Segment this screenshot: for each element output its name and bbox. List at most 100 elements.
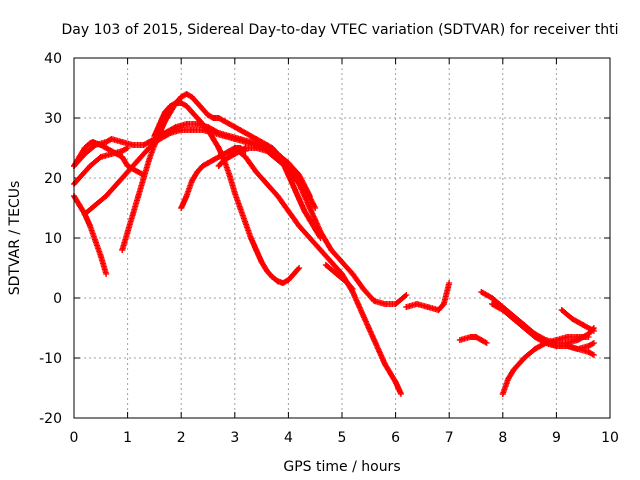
x-tick-label: 0 xyxy=(70,430,79,446)
data-point xyxy=(285,166,292,172)
data-point xyxy=(499,391,506,397)
data-point xyxy=(381,301,388,307)
data-point xyxy=(242,145,249,151)
data-point xyxy=(392,379,399,385)
data-point xyxy=(247,235,254,241)
data-point xyxy=(263,181,270,187)
series-arc-13 xyxy=(456,334,490,346)
x-tick-label: 1 xyxy=(123,430,132,446)
data-point xyxy=(564,343,571,349)
series-arc-16 xyxy=(499,334,592,397)
data-point xyxy=(210,136,217,142)
data-point xyxy=(296,265,303,271)
data-point xyxy=(76,202,83,208)
x-tick-label: 4 xyxy=(284,430,293,446)
data-point xyxy=(489,295,496,301)
x-tick-label: 5 xyxy=(338,430,347,446)
y-tick-label: -10 xyxy=(39,351,62,367)
data-point xyxy=(317,229,324,235)
data-point xyxy=(414,301,421,307)
y-axis-label: SDTVAR / TECUs xyxy=(7,181,23,296)
data-point xyxy=(531,334,538,340)
data-point xyxy=(296,181,303,187)
data-point xyxy=(397,391,404,397)
data-point xyxy=(585,334,592,340)
data-point xyxy=(242,130,249,136)
data-point xyxy=(210,115,217,121)
data-point xyxy=(140,142,147,148)
data-point xyxy=(135,157,142,163)
data-point xyxy=(172,100,179,106)
data-point xyxy=(124,229,131,235)
data-point xyxy=(296,196,303,202)
data-point xyxy=(87,163,94,169)
data-point xyxy=(569,316,576,322)
data-point xyxy=(360,313,367,319)
data-point xyxy=(542,340,549,346)
data-point xyxy=(301,208,308,214)
data-point xyxy=(242,154,249,160)
series-arc-17 xyxy=(542,340,597,358)
data-point xyxy=(269,145,276,151)
data-point xyxy=(247,133,254,139)
data-point xyxy=(280,280,287,286)
x-tick-label: 10 xyxy=(601,430,619,446)
data-point xyxy=(274,193,281,199)
data-point xyxy=(285,208,292,214)
data-point xyxy=(237,127,244,133)
data-point xyxy=(205,160,211,166)
data-point xyxy=(215,163,222,169)
y-tick-label: 40 xyxy=(44,51,62,67)
data-point xyxy=(103,271,110,277)
data-point xyxy=(521,325,528,331)
data-point xyxy=(221,151,228,157)
data-point xyxy=(553,343,560,349)
data-point xyxy=(590,328,597,334)
data-point xyxy=(167,109,174,115)
chart-title: Day 103 of 2015, Sidereal Day-to-day VTE… xyxy=(62,22,619,38)
data-point xyxy=(119,148,126,154)
data-point xyxy=(194,115,201,121)
data-point xyxy=(510,367,517,373)
data-point xyxy=(585,349,592,355)
data-point xyxy=(349,271,356,277)
data-point xyxy=(156,121,163,127)
data-point xyxy=(574,346,581,352)
data-point xyxy=(87,223,94,229)
data-point xyxy=(129,142,136,148)
data-point xyxy=(119,154,126,160)
data-point xyxy=(194,121,201,127)
data-point xyxy=(188,127,195,133)
data-point xyxy=(237,205,244,211)
data-point xyxy=(403,292,410,298)
data-point xyxy=(103,139,110,145)
data-point xyxy=(97,253,104,259)
data-point xyxy=(274,151,281,157)
data-point xyxy=(194,169,201,175)
data-point xyxy=(178,94,185,100)
data-point xyxy=(242,220,249,226)
data-point xyxy=(317,247,324,253)
data-point xyxy=(92,142,99,148)
data-point xyxy=(328,247,335,253)
y-tick-label: 20 xyxy=(44,171,62,187)
data-point xyxy=(473,334,479,340)
data-point xyxy=(553,337,560,343)
data-point xyxy=(124,169,131,175)
data-point xyxy=(178,100,185,106)
data-point xyxy=(253,136,260,142)
data-point xyxy=(590,352,597,358)
data-point xyxy=(119,247,126,253)
data-point xyxy=(178,127,185,133)
data-point xyxy=(296,172,303,178)
series-arc-12 xyxy=(403,280,453,313)
data-point xyxy=(478,337,485,343)
y-tick-label: 0 xyxy=(53,291,62,307)
data-point xyxy=(167,130,174,136)
data-point xyxy=(253,169,260,175)
data-point xyxy=(205,112,211,118)
data-point xyxy=(285,277,292,283)
y-tick-label: 30 xyxy=(44,111,62,127)
data-point xyxy=(167,103,174,109)
plot-frame xyxy=(73,57,611,419)
